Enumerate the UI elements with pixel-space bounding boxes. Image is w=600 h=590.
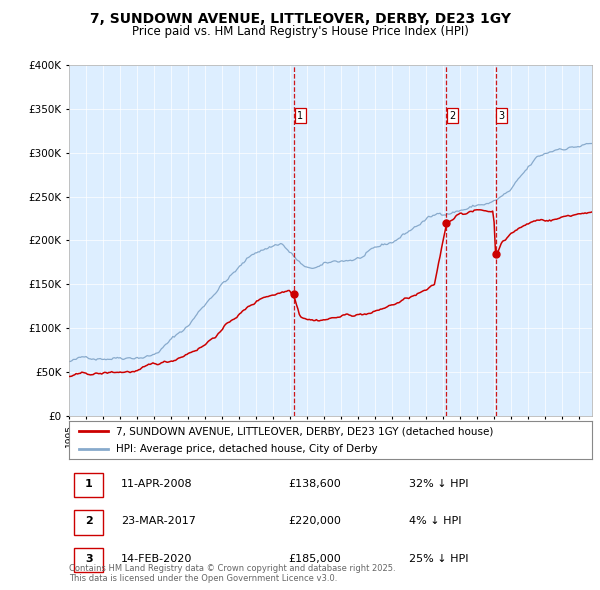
Text: 2: 2 xyxy=(85,516,93,526)
FancyBboxPatch shape xyxy=(74,510,103,535)
Text: 1: 1 xyxy=(85,479,93,489)
Text: 3: 3 xyxy=(85,553,92,563)
Text: £185,000: £185,000 xyxy=(289,553,341,563)
Text: 4% ↓ HPI: 4% ↓ HPI xyxy=(409,516,461,526)
Text: 14-FEB-2020: 14-FEB-2020 xyxy=(121,553,193,563)
Text: HPI: Average price, detached house, City of Derby: HPI: Average price, detached house, City… xyxy=(116,444,378,454)
Text: 2: 2 xyxy=(449,111,455,121)
Text: 32% ↓ HPI: 32% ↓ HPI xyxy=(409,479,469,489)
Text: £220,000: £220,000 xyxy=(289,516,341,526)
Text: 3: 3 xyxy=(498,111,505,121)
FancyBboxPatch shape xyxy=(74,473,103,497)
Text: 23-MAR-2017: 23-MAR-2017 xyxy=(121,516,196,526)
Text: Contains HM Land Registry data © Crown copyright and database right 2025.
This d: Contains HM Land Registry data © Crown c… xyxy=(69,563,395,583)
Text: 7, SUNDOWN AVENUE, LITTLEOVER, DERBY, DE23 1GY (detached house): 7, SUNDOWN AVENUE, LITTLEOVER, DERBY, DE… xyxy=(116,427,493,437)
Text: Price paid vs. HM Land Registry's House Price Index (HPI): Price paid vs. HM Land Registry's House … xyxy=(131,25,469,38)
Text: £138,600: £138,600 xyxy=(289,479,341,489)
Text: 7, SUNDOWN AVENUE, LITTLEOVER, DERBY, DE23 1GY: 7, SUNDOWN AVENUE, LITTLEOVER, DERBY, DE… xyxy=(89,12,511,26)
Text: 1: 1 xyxy=(297,111,303,121)
FancyBboxPatch shape xyxy=(74,548,103,572)
Text: 25% ↓ HPI: 25% ↓ HPI xyxy=(409,553,469,563)
Text: 11-APR-2008: 11-APR-2008 xyxy=(121,479,193,489)
